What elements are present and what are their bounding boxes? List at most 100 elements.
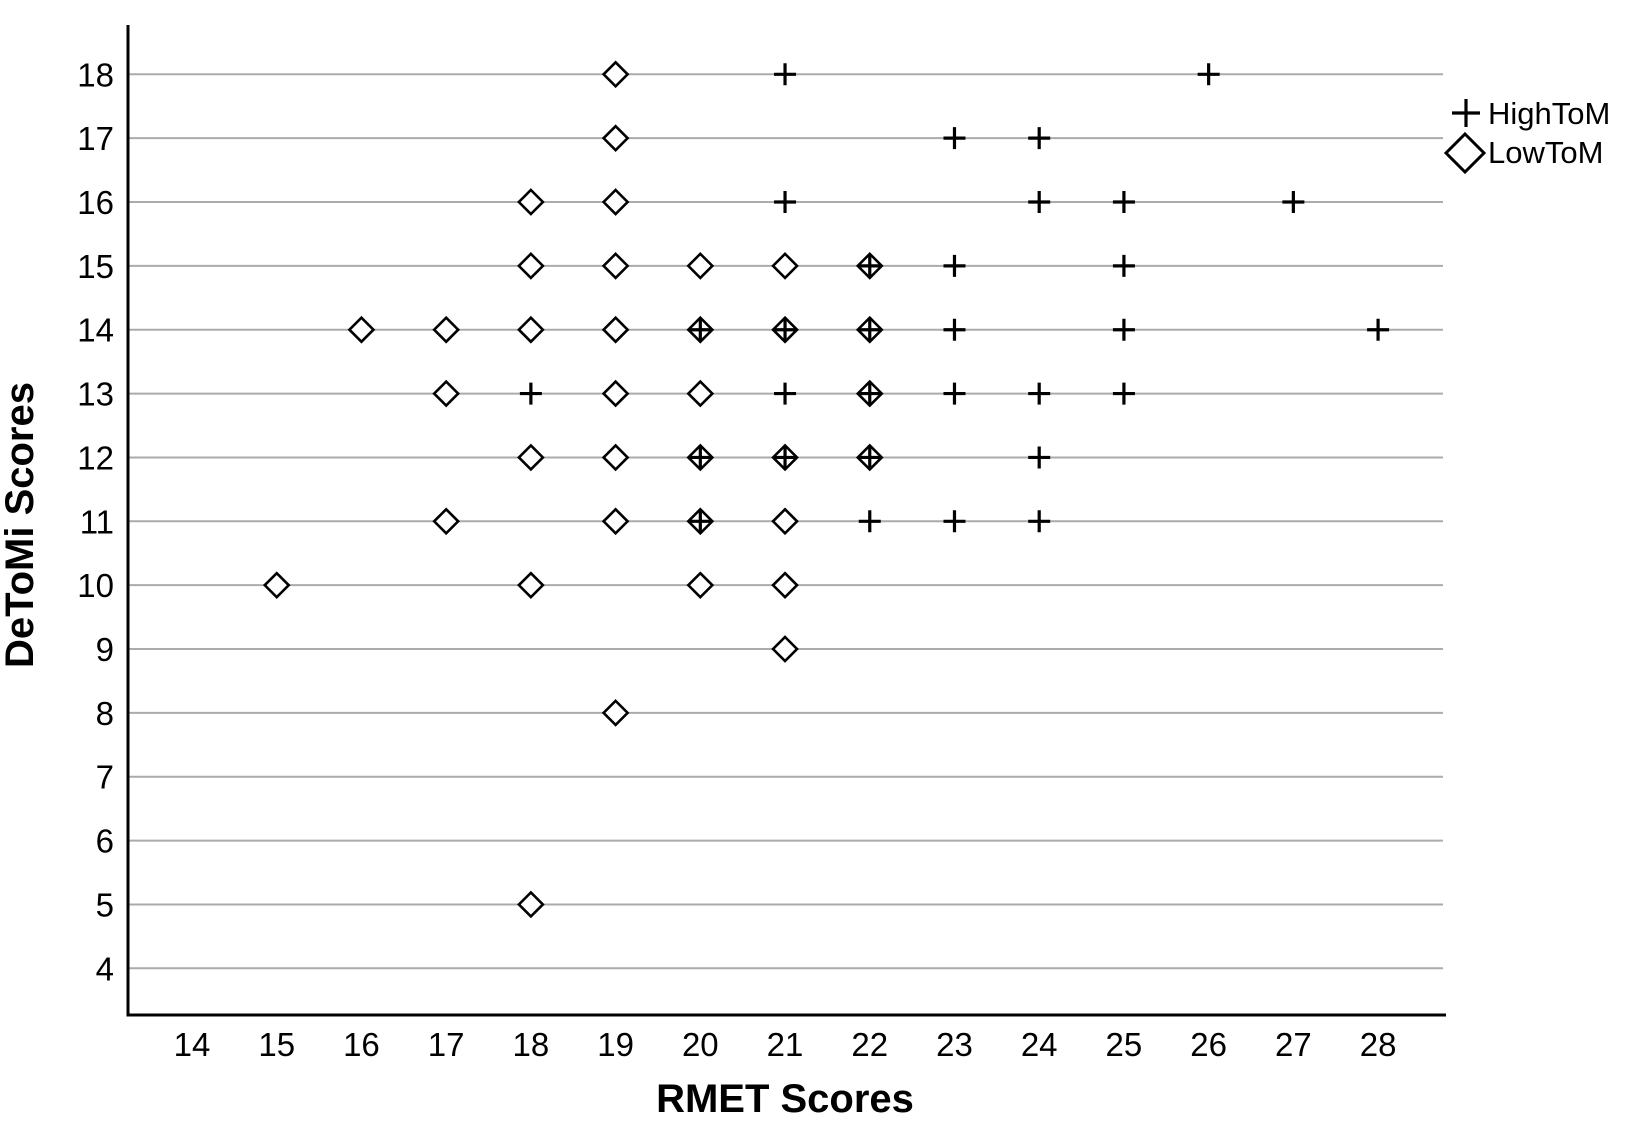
data-point-marker-lowtom (432, 379, 460, 408)
data-point-marker-lowtom (517, 890, 545, 919)
data-point-marker-lowtom (262, 571, 291, 599)
y-tick-label: 10 (77, 567, 114, 604)
x-tick-label: 26 (1190, 1026, 1227, 1063)
data-point-marker-lowtom (601, 60, 630, 89)
data-point-marker-hightom (1028, 382, 1051, 405)
legend: HighToM LowToM (1443, 96, 1610, 175)
data-point-marker-hightom (774, 63, 797, 86)
x-tick-labels: 14 15 16 17 18 19 20 21 22 23 24 25 26 27 28 (174, 1026, 1397, 1063)
x-tick-label: 21 (767, 1026, 804, 1063)
y-tick-labels: 4 5 6 7 8 9 10 11 12 13 14 15 16 17 18 (77, 56, 114, 987)
data-point-marker-hightom (1282, 191, 1305, 214)
data-point-marker-lowtom (601, 124, 630, 152)
y-tick-label: 18 (77, 56, 114, 93)
data-point-marker-hightom (943, 318, 966, 341)
y-tick-label: 15 (77, 248, 114, 285)
x-tick-label: 28 (1360, 1026, 1397, 1063)
x-tick-label: 25 (1106, 1026, 1143, 1063)
x-tick-label: 14 (174, 1026, 211, 1063)
data-point-marker-hightom (1028, 191, 1051, 214)
legend-label: LowToM (1488, 135, 1603, 170)
data-point-marker-lowtom (601, 315, 630, 344)
data-point-marker-hightom (858, 382, 881, 405)
x-tick-label: 24 (1021, 1026, 1058, 1063)
data-point-marker-lowtom (601, 252, 630, 280)
data-point-marker-lowtom (771, 571, 799, 599)
data-point-marker-hightom (1112, 382, 1135, 405)
y-tick-label: 6 (96, 823, 114, 860)
data-point-marker-lowtom (771, 252, 799, 280)
data-point-marker-hightom (1112, 318, 1135, 341)
x-tick-label: 23 (936, 1026, 973, 1063)
data-point-marker-hightom (858, 510, 881, 533)
data-point-marker-hightom (943, 382, 966, 405)
y-tick-label: 14 (77, 312, 114, 349)
data-point-marker-lowtom (601, 379, 630, 408)
data-point-marker-hightom (943, 510, 966, 533)
legend-diamond-icon (1443, 131, 1487, 175)
data-point-marker-hightom (1112, 254, 1135, 277)
data-point-marker-lowtom (686, 379, 715, 408)
data-point-marker-hightom (943, 127, 966, 150)
data-point-marker-hightom (1197, 63, 1220, 86)
data-point-marker-lowtom (517, 315, 545, 344)
data-point-marker-lowtom (601, 188, 630, 216)
data-point-marker-lowtom (517, 443, 545, 472)
data-point-marker-hightom (774, 446, 797, 469)
data-point-marker-lowtom (517, 188, 545, 216)
data-point-marker-hightom (689, 510, 712, 533)
data-point-marker-hightom (774, 318, 797, 341)
x-tick-label: 16 (343, 1026, 380, 1063)
axes (126, 25, 1446, 1017)
x-tick-label: 27 (1275, 1026, 1312, 1063)
x-tick-label: 17 (428, 1026, 465, 1063)
data-point-marker-hightom (858, 254, 881, 277)
data-point-marker-lowtom (601, 507, 630, 536)
x-tick-label: 18 (513, 1026, 550, 1063)
data-point-marker-hightom (1028, 446, 1051, 469)
y-axis-title: DeToMi Scores (0, 382, 42, 668)
y-tick-label: 4 (96, 950, 114, 987)
y-tick-label: 12 (77, 439, 114, 476)
data-point-marker-lowtom (517, 252, 545, 280)
data-point-marker-hightom (519, 382, 542, 405)
data-point-marker-hightom (1028, 510, 1051, 533)
x-tick-label: 15 (258, 1026, 295, 1063)
x-tick-label: 20 (682, 1026, 719, 1063)
legend-label: HighToM (1488, 96, 1610, 131)
data-point-marker-hightom (858, 318, 881, 341)
data-point-marker-lowtom (601, 699, 630, 727)
x-tick-label: 19 (597, 1026, 634, 1063)
y-tick-label: 17 (77, 120, 114, 157)
data-point-marker-lowtom (517, 571, 545, 599)
data-point-marker-hightom (774, 382, 797, 405)
data-point-marker-lowtom (347, 315, 376, 344)
data-point-marker-hightom (774, 191, 797, 214)
y-tick-label: 9 (96, 631, 114, 668)
y-tick-label: 8 (96, 695, 114, 732)
data-point-marker-lowtom (432, 507, 460, 536)
data-point-marker-hightom (1367, 318, 1390, 341)
y-tick-label: 16 (77, 184, 114, 221)
legend-plus-icon (1452, 99, 1480, 127)
data-point-marker-lowtom (686, 252, 715, 280)
y-tick-label: 5 (96, 886, 114, 923)
data-point-marker-hightom (1028, 127, 1051, 150)
data-point-marker-lowtom (771, 635, 799, 663)
data-point-marker-hightom (689, 318, 712, 341)
data-point-marker-lowtom (601, 443, 630, 472)
data-point-marker-hightom (689, 446, 712, 469)
x-tick-label: 22 (851, 1026, 888, 1063)
y-tick-label: 7 (96, 759, 114, 796)
y-tick-label: 11 (80, 503, 114, 540)
data-point-marker-lowtom (432, 315, 460, 344)
y-tick-label: 13 (77, 376, 114, 413)
data-point-marker-lowtom (686, 571, 715, 599)
data-point-marker-hightom (943, 254, 966, 277)
data-point-marker-hightom (1112, 191, 1135, 214)
data-point-marker-hightom (858, 446, 881, 469)
data-points (262, 60, 1390, 919)
x-axis-title: RMET Scores (656, 1077, 914, 1121)
